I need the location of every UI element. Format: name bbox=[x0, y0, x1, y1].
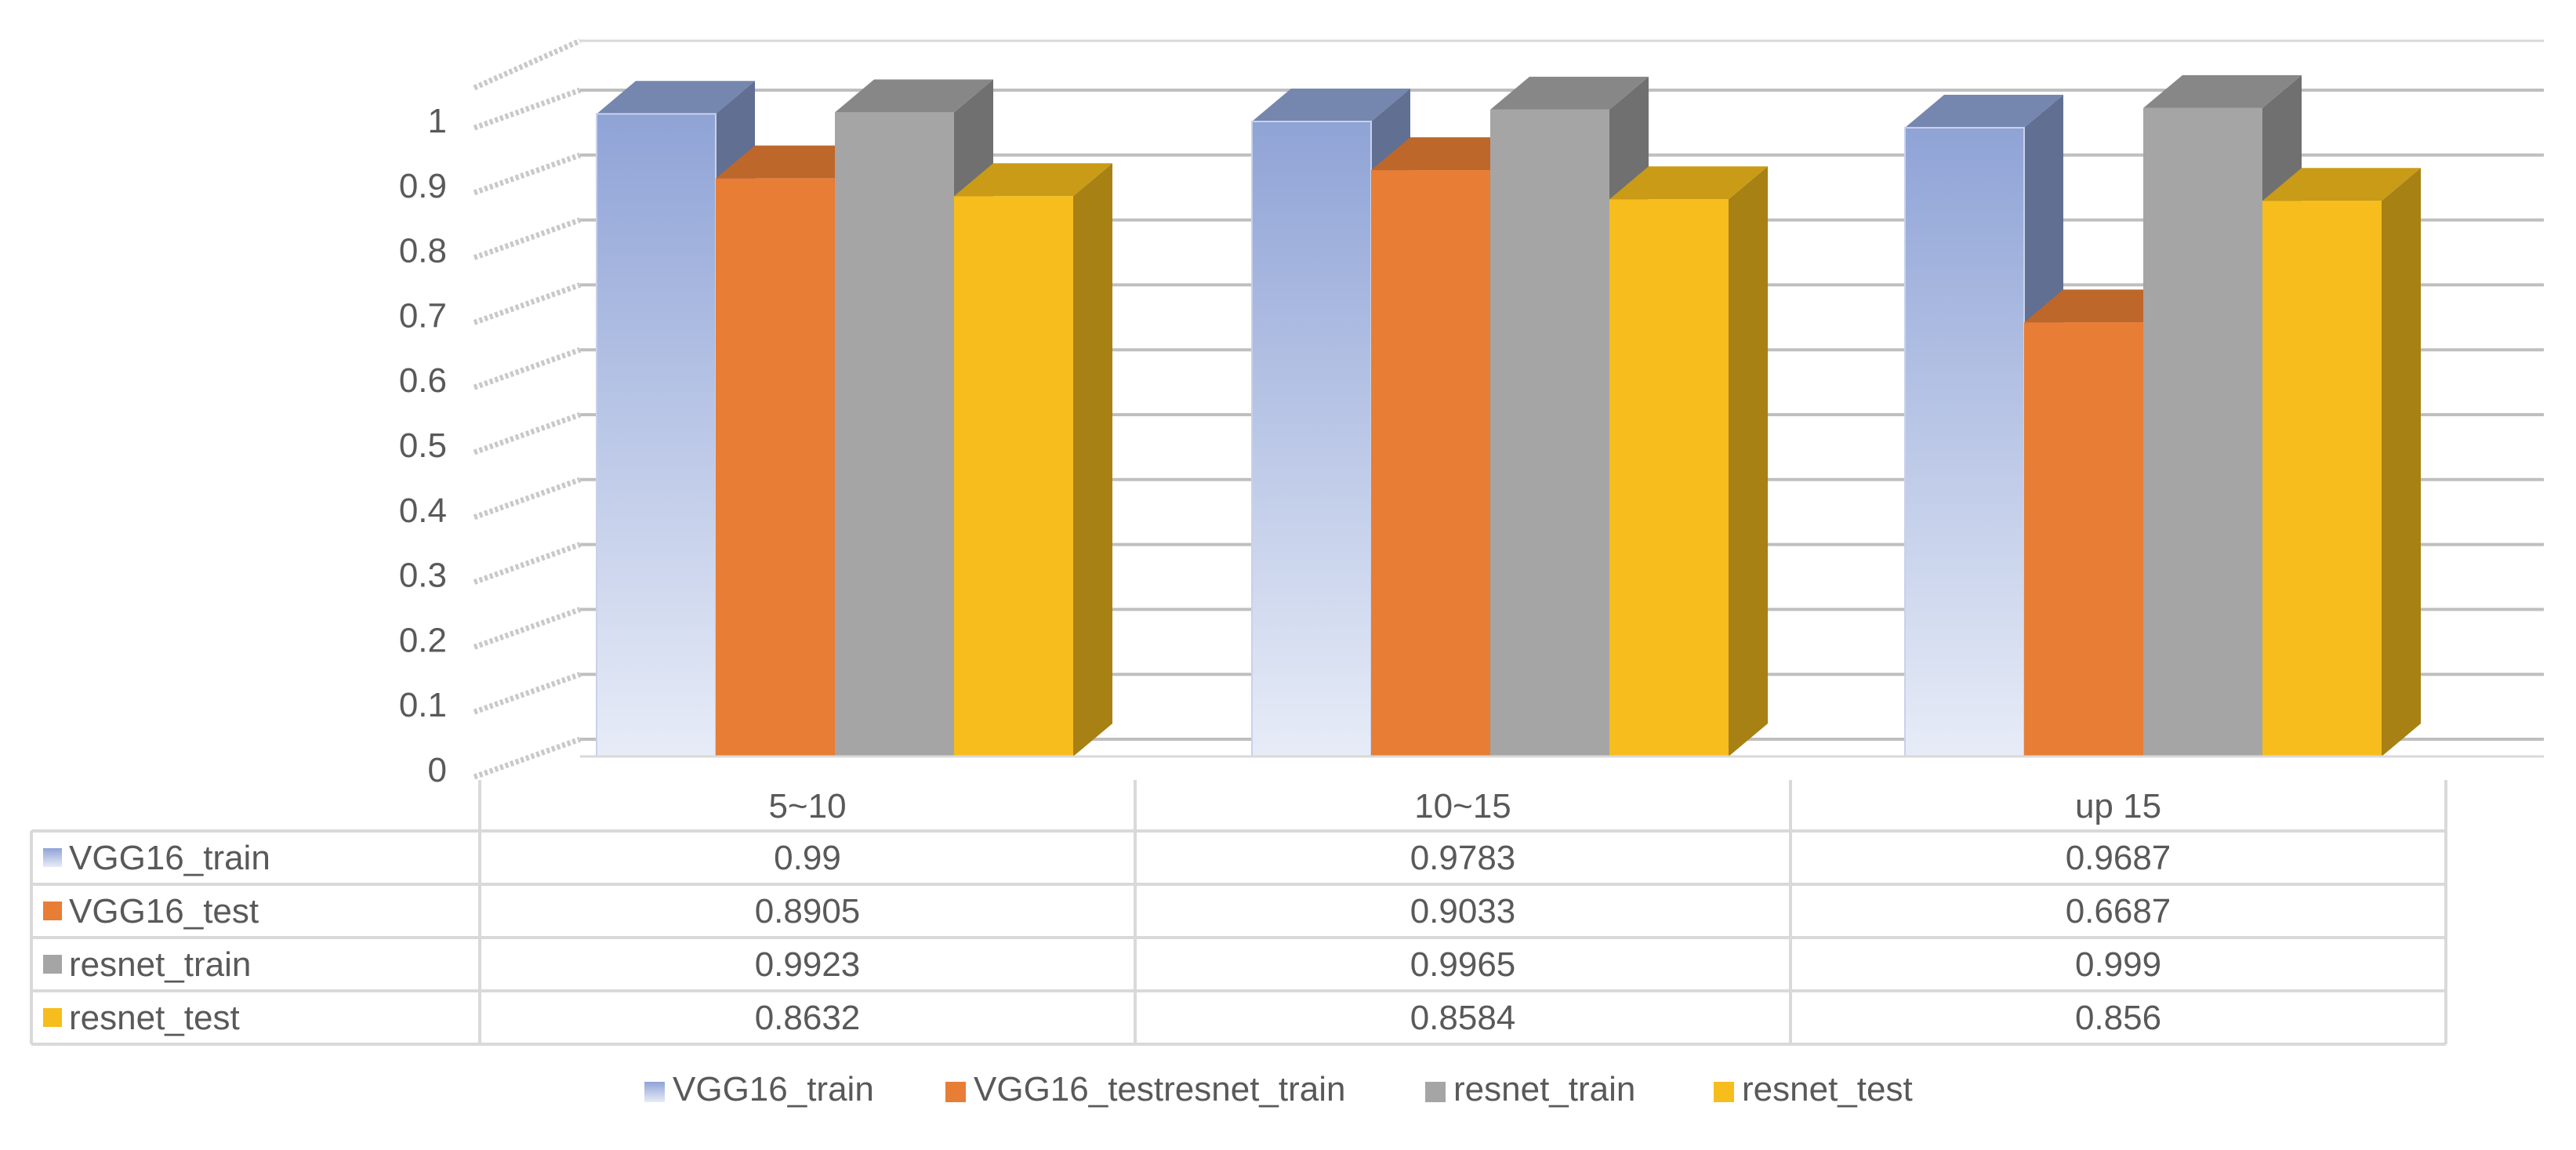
gridline-depth bbox=[473, 477, 582, 521]
table-cell: 0.6687 bbox=[2066, 892, 2171, 931]
legend-entry: VGG16_train bbox=[644, 1070, 874, 1108]
bar-resnet_test-1 bbox=[1609, 166, 1768, 756]
table-legend-key bbox=[43, 901, 62, 920]
legend-key bbox=[1425, 1082, 1446, 1102]
table-cell: 0.8584 bbox=[1410, 999, 1516, 1037]
table-cell: 0.999 bbox=[2075, 945, 2161, 984]
legend-label: VGG16_train bbox=[673, 1070, 874, 1108]
bar-resnet_test-0 bbox=[954, 163, 1112, 757]
y-tick-label: 0 bbox=[428, 751, 447, 789]
y-tick-label: 1 bbox=[428, 102, 447, 140]
y-tick-label: 0.7 bbox=[399, 296, 447, 335]
table-legend-key bbox=[43, 955, 62, 974]
table-cell: 0.8905 bbox=[755, 892, 861, 931]
table-cell: 0.9965 bbox=[1410, 945, 1516, 984]
y-tick-label: 0.9 bbox=[399, 167, 447, 205]
table-row-label: resnet_train bbox=[69, 945, 251, 984]
legend-key bbox=[945, 1082, 966, 1102]
gridline-depth bbox=[473, 542, 582, 585]
table-cell: 0.8632 bbox=[755, 999, 861, 1037]
gridline-depth bbox=[473, 607, 582, 650]
category-label: up 15 bbox=[2075, 787, 2161, 825]
legend-label: VGG16_testresnet_train bbox=[974, 1070, 1345, 1108]
category-label: 10~15 bbox=[1414, 787, 1511, 825]
y-tick-label: 0.3 bbox=[399, 557, 447, 595]
table-cell: 0.856 bbox=[2075, 999, 2161, 1037]
gridline-depth bbox=[473, 217, 582, 260]
legend-entry: resnet_train bbox=[1425, 1070, 1635, 1108]
legend-label: resnet_train bbox=[1453, 1070, 1635, 1108]
table-legend-key bbox=[43, 1008, 62, 1027]
table-cell: 0.99 bbox=[774, 839, 841, 877]
data-table: 5~10 10~15 up 15 VGG16_train 0.99 0.9783 0.968… bbox=[30, 780, 2447, 1046]
gridline-depth bbox=[473, 38, 582, 91]
table-row-label: VGG16_train bbox=[69, 839, 270, 877]
y-tick-label: 0.1 bbox=[399, 686, 447, 724]
gridline-depth bbox=[473, 282, 582, 325]
table-cell: 0.9687 bbox=[2066, 839, 2171, 877]
y-tick-label: 0.6 bbox=[399, 361, 447, 400]
bar-resnet_test-2 bbox=[2262, 168, 2421, 756]
y-tick-label: 0.2 bbox=[399, 621, 447, 659]
table-row-label: resnet_test bbox=[69, 999, 240, 1037]
y-tick-label: 0.4 bbox=[399, 492, 447, 530]
y-axis: 0 0.1 0.2 0.3 0.4 0.5 0.6 0.7 0.8 0.9 1 bbox=[399, 102, 447, 789]
legend-label: resnet_test bbox=[1742, 1070, 1913, 1108]
table-legend-key bbox=[43, 848, 62, 867]
table-cell: 0.9033 bbox=[1410, 892, 1516, 931]
legend-key bbox=[1714, 1082, 1734, 1102]
gridline-depth bbox=[473, 736, 582, 780]
legend: VGG16_train VGG16_testresnet_train resnet_… bbox=[644, 1070, 1913, 1108]
table-cell: 0.9923 bbox=[755, 945, 861, 984]
category-label: 5~10 bbox=[768, 787, 846, 825]
y-tick-label: 0.8 bbox=[399, 232, 447, 270]
gridline-depth bbox=[473, 152, 582, 196]
gridline-depth bbox=[473, 87, 582, 131]
gridline-depth bbox=[473, 671, 582, 715]
gridline-depth bbox=[473, 346, 582, 390]
legend-key bbox=[644, 1082, 665, 1102]
table-row-label: VGG16_test bbox=[69, 892, 259, 931]
gridline-depth bbox=[473, 412, 582, 455]
bars bbox=[580, 74, 2544, 758]
legend-entry: VGG16_testresnet_train bbox=[945, 1070, 1345, 1108]
legend-entry: resnet_test bbox=[1714, 1070, 1913, 1108]
y-tick-label: 0.5 bbox=[399, 426, 447, 465]
table-cell: 0.9783 bbox=[1410, 839, 1516, 877]
